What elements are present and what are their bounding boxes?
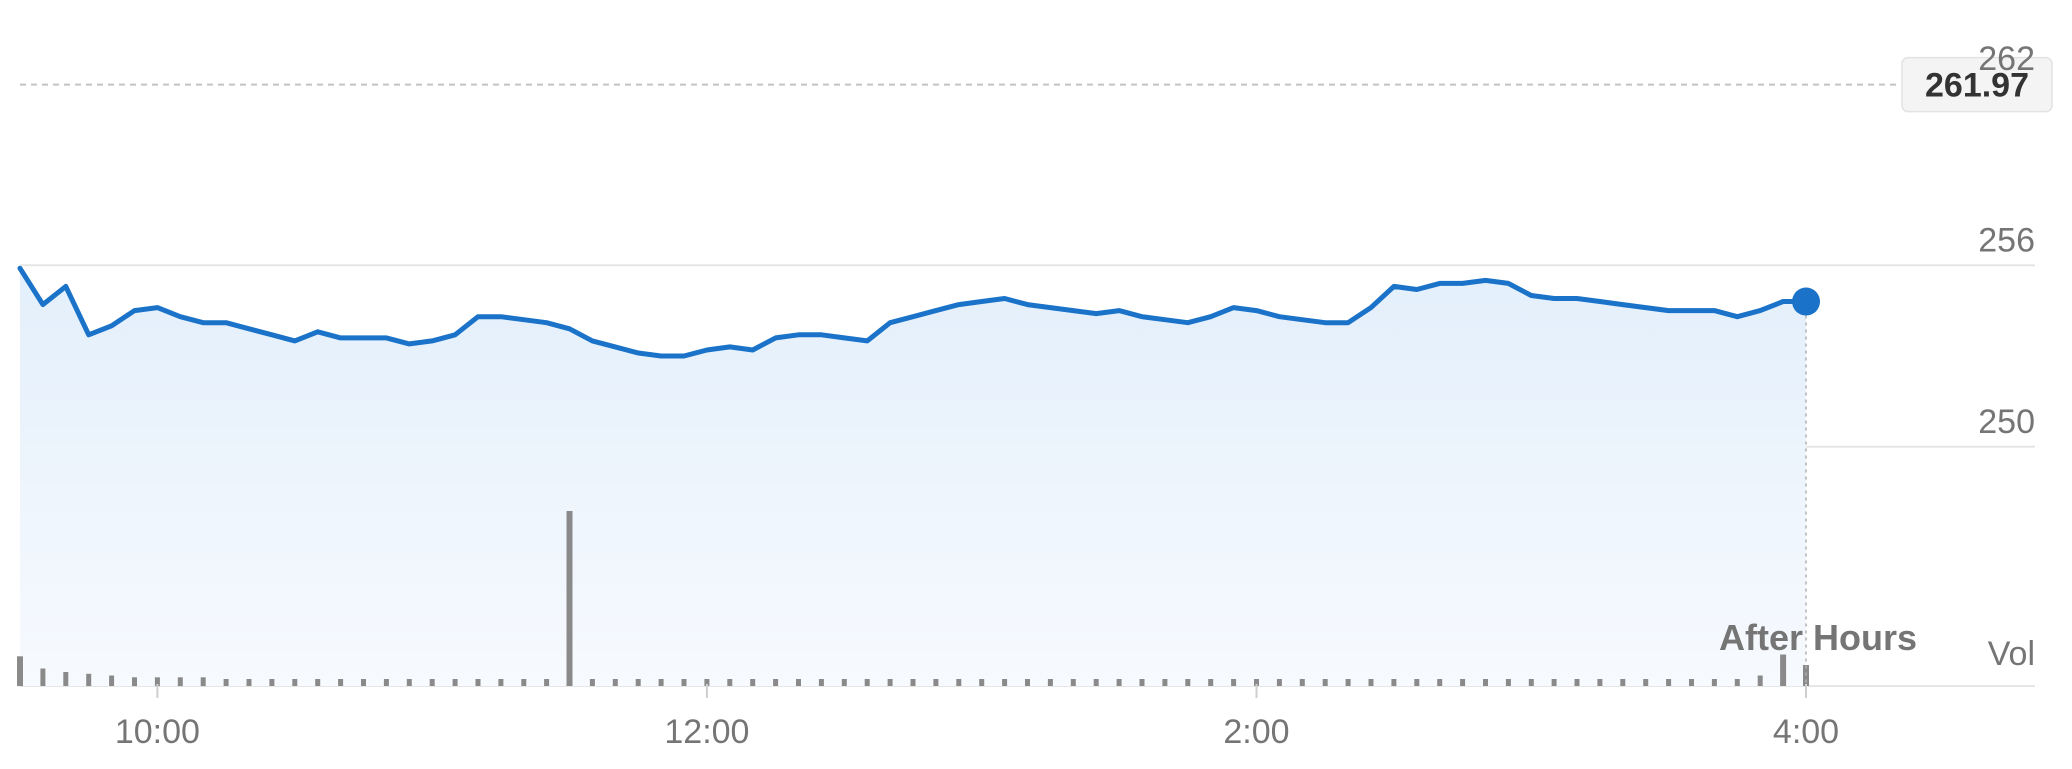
volume-bar (1551, 679, 1557, 686)
volume-bar (1528, 679, 1534, 686)
volume-bar (1276, 679, 1282, 686)
volume-axis-label: Vol (1988, 635, 2035, 673)
after-hours-label: After Hours (1719, 617, 1917, 658)
volume-bar (1597, 679, 1603, 686)
volume-bar (1757, 675, 1763, 686)
volume-bar (315, 679, 321, 686)
volume-bar (796, 679, 801, 686)
volume-bar (1322, 679, 1328, 686)
price-line (17, 265, 1809, 359)
volume-bar (1437, 679, 1443, 686)
volume-bar (818, 679, 824, 686)
volume-bar (612, 679, 618, 686)
volume-bar (521, 679, 527, 686)
last-price-point[interactable] (1792, 287, 1821, 316)
volume-bar (658, 679, 664, 686)
volume-bar (887, 679, 893, 686)
volume-bar (383, 679, 389, 686)
volume-bar (704, 679, 710, 686)
volume-bar (1780, 654, 1787, 686)
volume-bar (292, 679, 298, 686)
volume-bar (773, 679, 779, 686)
volume-bar (1505, 679, 1511, 686)
volume-bar (1734, 679, 1740, 686)
volume-bar (40, 668, 46, 686)
volume-bar (1002, 679, 1008, 686)
volume-bar (1299, 679, 1305, 686)
volume-bar (727, 679, 733, 686)
volume-bar (154, 677, 160, 687)
volume-bar (1711, 679, 1717, 686)
volume-bar (1345, 679, 1351, 686)
y-tick-label: 250 (1978, 403, 2035, 441)
volume-bar (1025, 679, 1030, 686)
volume-bar (635, 679, 641, 686)
volume-bar (109, 675, 115, 686)
volume-bar (63, 672, 69, 686)
x-tick-label: 4:00 (1773, 713, 1839, 751)
x-tick-label: 12:00 (664, 713, 749, 751)
volume-bar (1208, 679, 1214, 686)
x-axis-ticks: 10:00 12:00 2:00 4:00 (115, 684, 1839, 751)
volume-bar (1162, 679, 1168, 686)
y-tick-label: 262 (1978, 40, 2035, 78)
volume-bar (246, 679, 252, 686)
volume-bar (979, 679, 985, 686)
volume-bar (750, 679, 756, 686)
reference-line-group: 261.97 (20, 56, 2053, 113)
volume-bar (910, 679, 916, 686)
volume-bar (681, 679, 687, 686)
volume-bar (1116, 679, 1122, 686)
price-line-group (17, 265, 1821, 686)
volume-bar (841, 679, 847, 686)
volume-bar (406, 679, 412, 686)
volume-bar (1254, 679, 1259, 686)
volume-bar (1643, 679, 1649, 686)
price-area (20, 268, 1807, 686)
x-tick-label: 10:00 (115, 713, 200, 751)
volume-bar (132, 677, 137, 687)
price-area-fill (20, 268, 1807, 686)
volume-bar (17, 656, 23, 687)
volume-bar (1368, 679, 1374, 686)
volume-bar (1070, 679, 1076, 686)
reference-price-tag (1901, 56, 2053, 113)
volume-bar (1483, 679, 1488, 686)
volume-bar (1231, 679, 1237, 686)
volume-bar (475, 679, 481, 686)
volume-bar (589, 679, 595, 686)
x-tick-label: 2:00 (1223, 713, 1289, 751)
volume-bar (498, 679, 504, 686)
volume-bar (1620, 679, 1626, 686)
volume-bar (1666, 679, 1672, 686)
volume-bar (269, 679, 275, 686)
volume-bar (566, 511, 573, 686)
volume-bar (1574, 679, 1580, 686)
volume-bar (1689, 679, 1694, 686)
volume-bar (1139, 679, 1145, 686)
volume-bar (544, 679, 550, 686)
volume-bar (1047, 679, 1053, 686)
volume-bar (223, 679, 229, 686)
volume-bar (1185, 679, 1191, 686)
volume-bar (956, 679, 962, 686)
y-tick-label: 256 (1978, 221, 2035, 259)
volume-bar (1414, 679, 1420, 686)
volume-bar (200, 677, 206, 687)
volume-bar (1460, 679, 1466, 686)
volume-bars (17, 511, 1809, 687)
reference-price-value: 261.97 (1925, 67, 2029, 105)
volume-bar (338, 679, 344, 686)
volume-bar (1093, 679, 1099, 686)
volume-bar (429, 679, 435, 686)
volume-bar (361, 679, 366, 686)
volume-bar (86, 673, 92, 687)
volume-bar (177, 677, 183, 687)
volume-bar (933, 679, 939, 686)
y-axis-ticks: 250 256 262 (1978, 40, 2035, 441)
volume-bar (452, 679, 458, 686)
volume-bar (1391, 679, 1397, 686)
volume-bar (864, 679, 870, 686)
